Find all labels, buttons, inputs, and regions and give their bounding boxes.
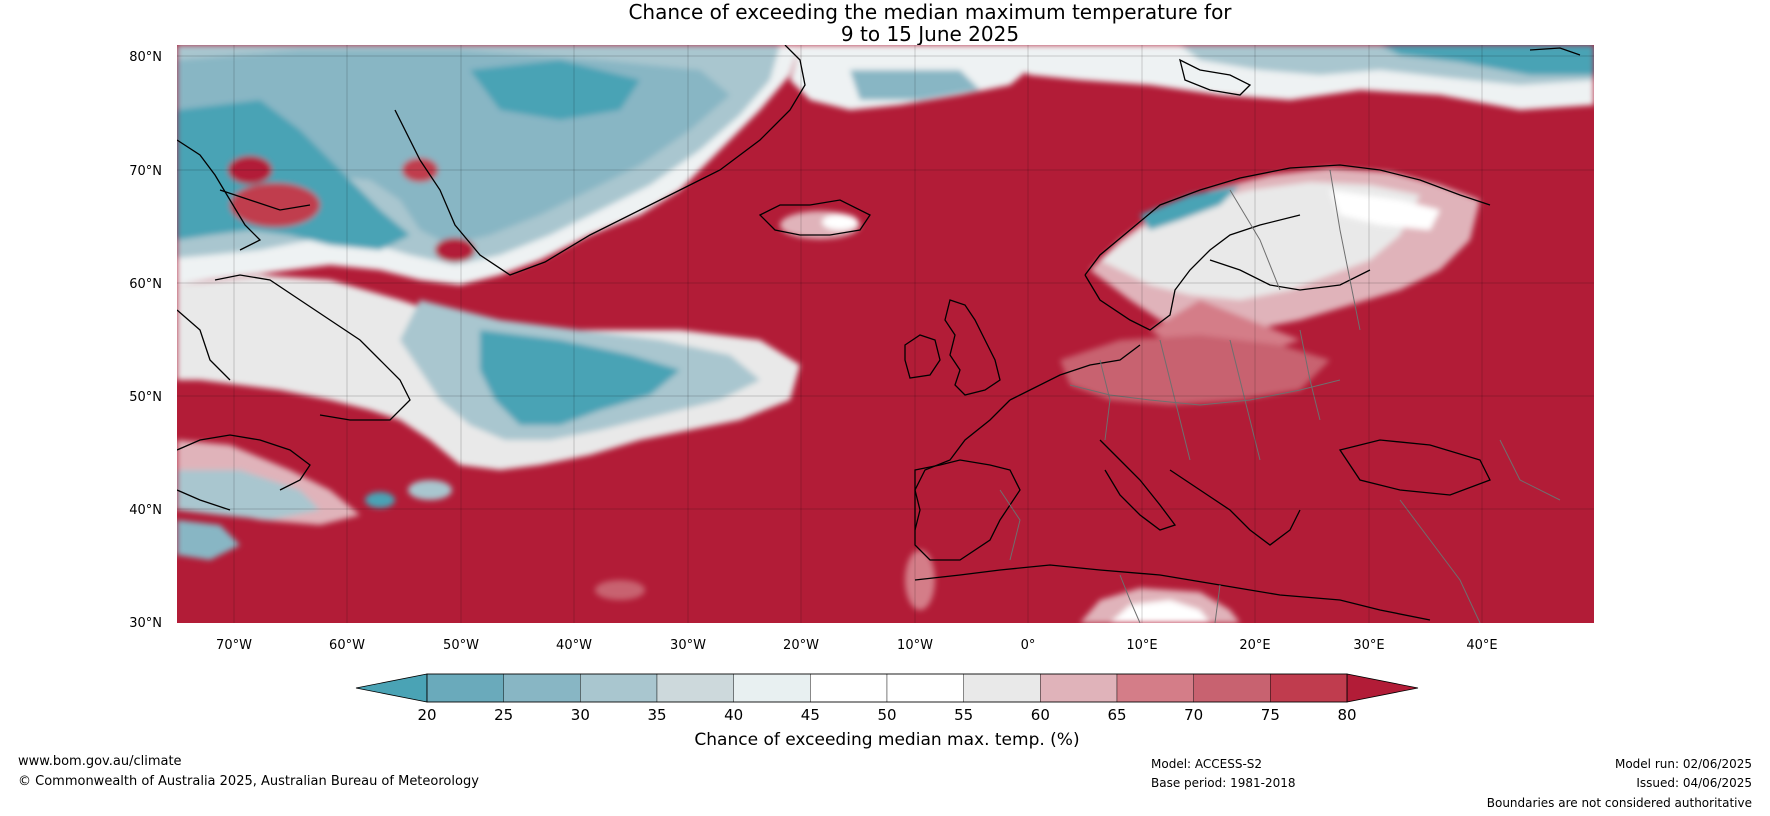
lon-label-50w: 50°W xyxy=(443,638,479,653)
colorbar-tick-label: 30 xyxy=(571,706,590,724)
footer-model: Model: ACCESS-S2 xyxy=(1151,757,1263,771)
lat-label-30n: 30°N xyxy=(129,616,162,631)
colorbar-cell xyxy=(1040,673,1118,703)
colorbar-title: Chance of exceeding median max. temp. (%… xyxy=(694,730,1079,750)
colorbar-cell xyxy=(1193,673,1271,703)
colorbar-cell xyxy=(810,673,888,703)
colorbar: 20 25 30 35 40 45 50 55 60 65 70 75 80 Chance of exc… xyxy=(355,673,1419,750)
lat-label-50n: 50°N xyxy=(129,390,162,405)
footer-url[interactable]: www.bom.gov.au/climate xyxy=(18,754,182,769)
colorbar-tick-label: 50 xyxy=(877,706,896,724)
latitude-labels: 80°N 70°N 60°N 50°N 40°N 30°N xyxy=(129,50,162,631)
country-borders xyxy=(999,169,1561,623)
footer-copyright: © Commonwealth of Australia 2025, Austra… xyxy=(18,774,479,789)
colorbar-tick-label: 35 xyxy=(647,706,666,724)
colorbar-extend-low xyxy=(355,673,428,703)
lon-label-40w: 40°W xyxy=(556,638,592,653)
probability-field xyxy=(177,45,1594,623)
footer-issued: Issued: 04/06/2025 xyxy=(1636,776,1752,790)
lat-label-80n: 80°N xyxy=(129,50,162,65)
colorbar-tick-label: 80 xyxy=(1337,706,1356,724)
lon-label-40e: 40°E xyxy=(1466,638,1497,653)
colorbar-tick-label: 45 xyxy=(801,706,820,724)
title-line-1: Chance of exceeding the median maximum t… xyxy=(628,0,1232,24)
colorbar-tick-label: 25 xyxy=(494,706,513,724)
colorbar-frame xyxy=(426,673,1348,703)
lon-label-10e: 10°E xyxy=(1126,638,1157,653)
footer-model-run: Model run: 02/06/2025 xyxy=(1614,757,1752,771)
lat-label-60n: 60°N xyxy=(129,277,162,292)
colorbar-tick-label: 65 xyxy=(1107,706,1126,724)
colorbar-cell xyxy=(426,673,504,703)
colorbar-cell xyxy=(580,673,658,703)
lon-label-10w: 10°W xyxy=(897,638,933,653)
lat-label-40n: 40°N xyxy=(129,503,162,518)
lon-label-0: 0° xyxy=(1021,638,1036,653)
lat-label-70n: 70°N xyxy=(129,164,162,179)
lon-label-70w: 70°W xyxy=(216,638,252,653)
colorbar-tick-label: 75 xyxy=(1261,706,1280,724)
footer-disclaimer: Boundaries are not considered authoritat… xyxy=(1486,796,1752,810)
colorbar-cell xyxy=(656,673,734,703)
colorbar-tick-label: 40 xyxy=(724,706,743,724)
colorbar-cell xyxy=(503,673,581,703)
lon-label-60w: 60°W xyxy=(329,638,365,653)
colorbar-cell xyxy=(963,673,1041,703)
colorbar-cell xyxy=(1116,673,1194,703)
lon-label-20w: 20°W xyxy=(783,638,819,653)
longitude-labels: 70°W 60°W 50°W 40°W 30°W 20°W 10°W 0° 10… xyxy=(216,638,1498,653)
graticule xyxy=(177,45,1594,623)
colorbar-cell xyxy=(1270,673,1348,703)
lon-label-20e: 20°E xyxy=(1239,638,1270,653)
colorbar-extend-high xyxy=(1346,673,1419,703)
colorbar-cell xyxy=(886,673,964,703)
lon-label-30e: 30°E xyxy=(1353,638,1384,653)
colorbar-tick-label: 70 xyxy=(1184,706,1203,724)
footer-base-period: Base period: 1981-2018 xyxy=(1151,776,1296,790)
lon-label-30w: 30°W xyxy=(670,638,706,653)
colorbar-tick-label: 20 xyxy=(417,706,436,724)
coastlines xyxy=(177,45,1581,621)
colorbar-cell xyxy=(733,673,811,703)
title-line-2: 9 to 15 June 2025 xyxy=(840,22,1020,46)
colorbar-tick-label: 55 xyxy=(954,706,973,724)
colorbar-tick-label: 60 xyxy=(1031,706,1050,724)
map-panel xyxy=(177,45,1594,623)
